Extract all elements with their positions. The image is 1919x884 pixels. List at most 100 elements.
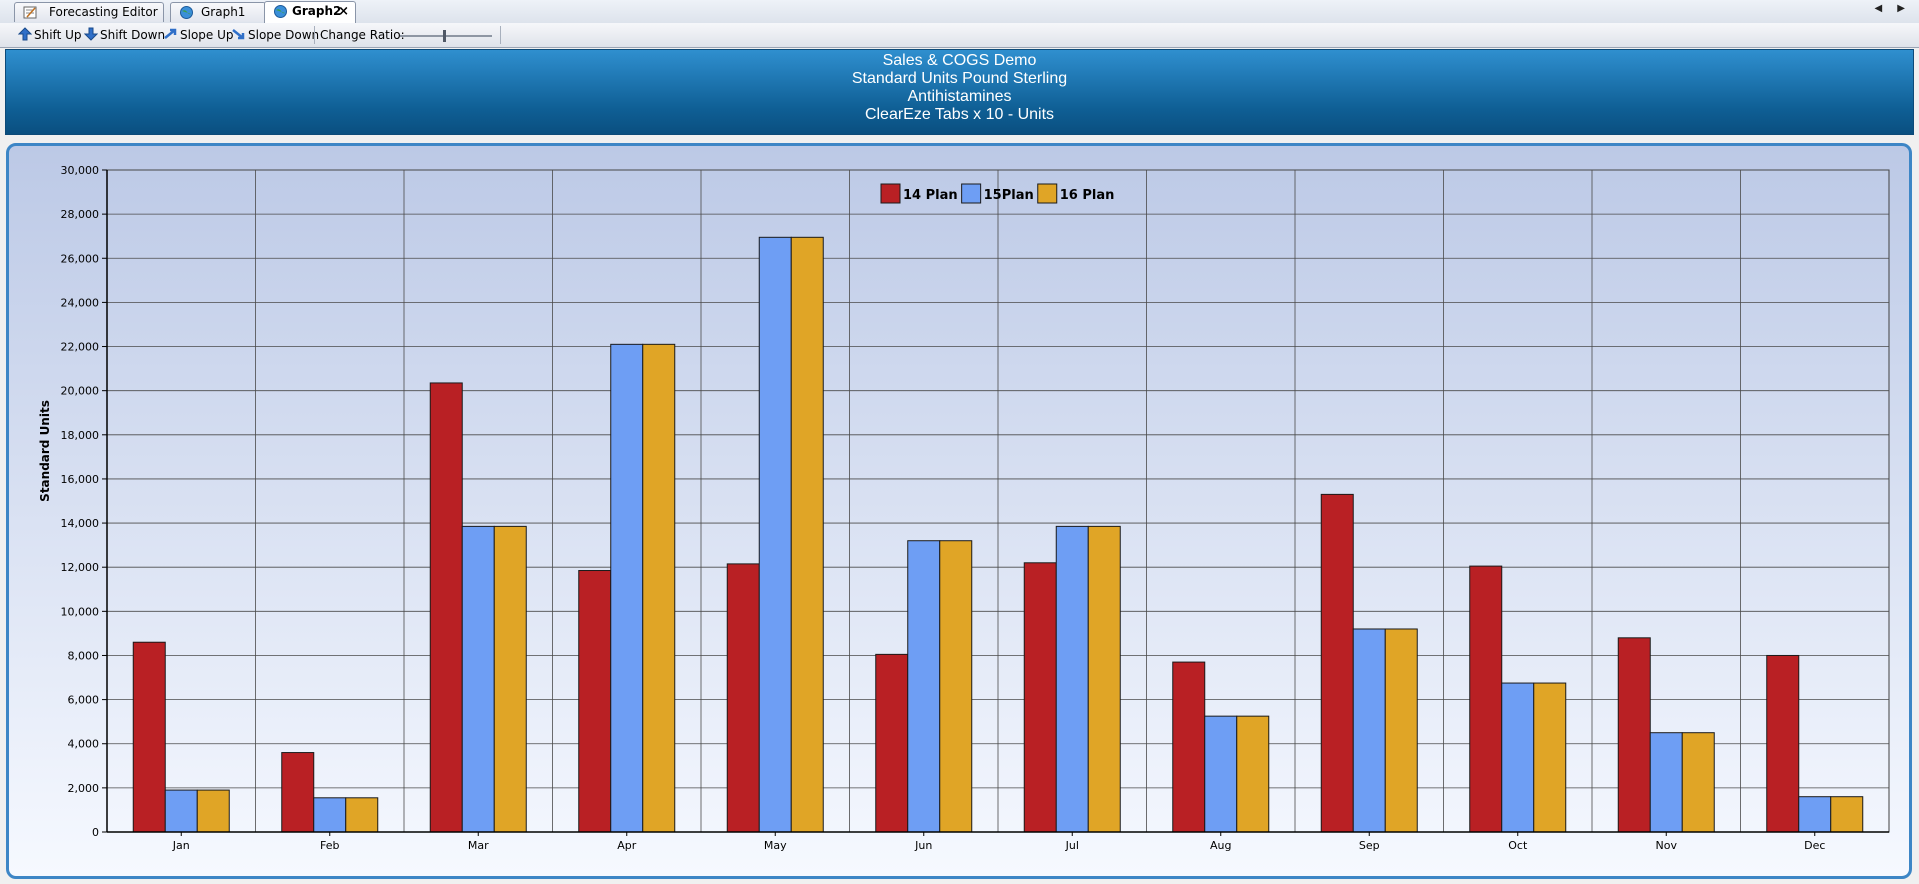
y-tick-label: 2,000: [68, 782, 100, 795]
x-category-label: Feb: [320, 839, 339, 852]
x-category-label: May: [764, 839, 787, 852]
legend-entry: 16 Plan: [1037, 183, 1115, 204]
bar-16-plan-sep: [1384, 628, 1418, 833]
slope-up-button[interactable]: Slope Up: [164, 26, 234, 44]
x-category-label: Apr: [617, 839, 637, 852]
bar-16-plan-nov: [1681, 732, 1715, 833]
y-tick-label: 20,000: [61, 385, 100, 398]
slope-down-icon: [232, 29, 245, 40]
change-ratio-slider[interactable]: [400, 30, 492, 42]
bar-16-plan-aug: [1236, 715, 1270, 833]
x-category-label: Dec: [1804, 839, 1825, 852]
shift-down-button[interactable]: Shift Down: [84, 26, 165, 44]
toolbar-separator: [314, 26, 315, 44]
y-tick-label: 10,000: [61, 605, 100, 618]
x-category-label: Jan: [172, 839, 190, 852]
bar-15plan-jun: [907, 540, 941, 833]
slope-down-label: Slope Down: [248, 28, 320, 42]
slope-up-icon: [164, 28, 177, 39]
tab-label: Forecasting Editor: [49, 5, 158, 19]
shift-down-label: Shift Down: [100, 28, 166, 42]
y-tick-label: 8,000: [68, 649, 100, 662]
banner-title: Sales & COGS Demo: [882, 52, 1037, 69]
y-tick-label: 22,000: [61, 341, 100, 354]
legend-swatch: [1037, 183, 1058, 204]
shift-up-button[interactable]: Shift Up: [18, 26, 82, 44]
bar-15plan-nov: [1649, 732, 1683, 833]
y-tick-label: 18,000: [61, 429, 100, 442]
tab-scroll-arrows-icon[interactable]: ◀ ▶: [1874, 3, 1911, 14]
tab-label: Graph2: [292, 4, 342, 18]
editor-icon: [23, 6, 37, 19]
bar-16-plan-oct: [1533, 682, 1567, 833]
bar-14-plan-jun: [875, 653, 909, 833]
bar-15plan-jan: [164, 789, 198, 833]
arrow-down-icon: [84, 27, 98, 41]
slope-up-label: Slope Up: [180, 28, 234, 42]
y-tick-label: 16,000: [61, 473, 100, 486]
slider-track: [400, 35, 492, 37]
bar-15plan-oct: [1501, 682, 1535, 833]
banner-category: Antihistamines: [907, 88, 1012, 105]
globe-icon: [180, 6, 193, 19]
bar-14-plan-jan: [132, 641, 166, 833]
bar-15plan-jul: [1055, 525, 1089, 833]
legend-swatch: [880, 183, 901, 204]
bar-15plan-mar: [461, 525, 495, 833]
bar-14-plan-nov: [1617, 637, 1651, 833]
tab-forecasting-editor[interactable]: Forecasting Editor: [14, 2, 164, 22]
graph-toolbar: Shift Up Shift Down Slope Up Slope Down …: [0, 23, 1919, 48]
bar-15plan-sep: [1352, 628, 1386, 833]
arrow-up-icon: [18, 27, 32, 41]
bar-14-plan-feb: [281, 752, 315, 833]
y-tick-label: 26,000: [61, 252, 100, 265]
y-tick-label: 0: [92, 826, 99, 839]
legend-swatch: [961, 183, 982, 204]
bar-16-plan-dec: [1830, 796, 1864, 833]
close-tab-icon[interactable]: ×: [338, 4, 349, 19]
bar-16-plan-apr: [642, 343, 676, 833]
y-axis-title: Standard Units: [38, 400, 52, 502]
bar-14-plan-aug: [1172, 661, 1206, 833]
toolbar-separator: [500, 26, 501, 44]
x-category-label: Jun: [914, 839, 932, 852]
legend-label: 14 Plan: [903, 188, 958, 203]
bar-15plan-dec: [1798, 796, 1832, 833]
change-ratio-label: Change Ratio:: [320, 28, 405, 42]
slider-thumb[interactable]: [443, 30, 446, 42]
y-tick-label: 12,000: [61, 561, 100, 574]
bar-16-plan-jul: [1087, 525, 1121, 833]
bar-14-plan-jul: [1023, 562, 1057, 833]
x-category-label: Jul: [1065, 839, 1079, 852]
shift-up-label: Shift Up: [34, 28, 82, 42]
bar-16-plan-jun: [939, 540, 973, 833]
x-category-label: Sep: [1359, 839, 1380, 852]
bar-14-plan-apr: [578, 570, 612, 833]
bar-15plan-apr: [610, 343, 644, 833]
bar-16-plan-feb: [345, 797, 379, 833]
x-category-label: Aug: [1210, 839, 1231, 852]
tab-graph2[interactable]: Graph2 ×: [264, 1, 356, 23]
bar-15plan-feb: [313, 797, 347, 833]
globe-icon: [274, 5, 287, 18]
y-tick-label: 30,000: [61, 164, 100, 177]
bar-14-plan-oct: [1469, 565, 1503, 833]
bar-14-plan-may: [726, 563, 760, 833]
graph-header-banner: Sales & COGS Demo Standard Units Pound S…: [5, 49, 1914, 135]
bar-16-plan-may: [790, 236, 824, 833]
bar-14-plan-dec: [1766, 654, 1800, 833]
x-category-label: Oct: [1508, 839, 1528, 852]
tab-graph1[interactable]: Graph1: [170, 2, 266, 22]
legend-label: 16 Plan: [1060, 188, 1115, 203]
slope-down-button[interactable]: Slope Down: [232, 26, 319, 44]
chart-panel: 0 2,000 4,000 6,000 8,000 10,000 12,000 14,000 1…: [6, 143, 1912, 879]
x-category-label: Mar: [468, 839, 489, 852]
y-tick-label: 4,000: [68, 738, 100, 751]
bar-16-plan-mar: [493, 525, 527, 833]
document-tab-strip: Forecasting Editor Graph1 Graph2 × ◀ ▶: [0, 0, 1919, 24]
bar-14-plan-mar: [429, 382, 463, 833]
legend-entry: 14 Plan: [880, 183, 958, 204]
bar-chart: 0 2,000 4,000 6,000 8,000 10,000 12,000 14,000 1…: [38, 164, 1890, 852]
banner-product: ClearEze Tabs x 10 - Units: [864, 106, 1055, 123]
y-tick-label: 6,000: [68, 694, 100, 707]
